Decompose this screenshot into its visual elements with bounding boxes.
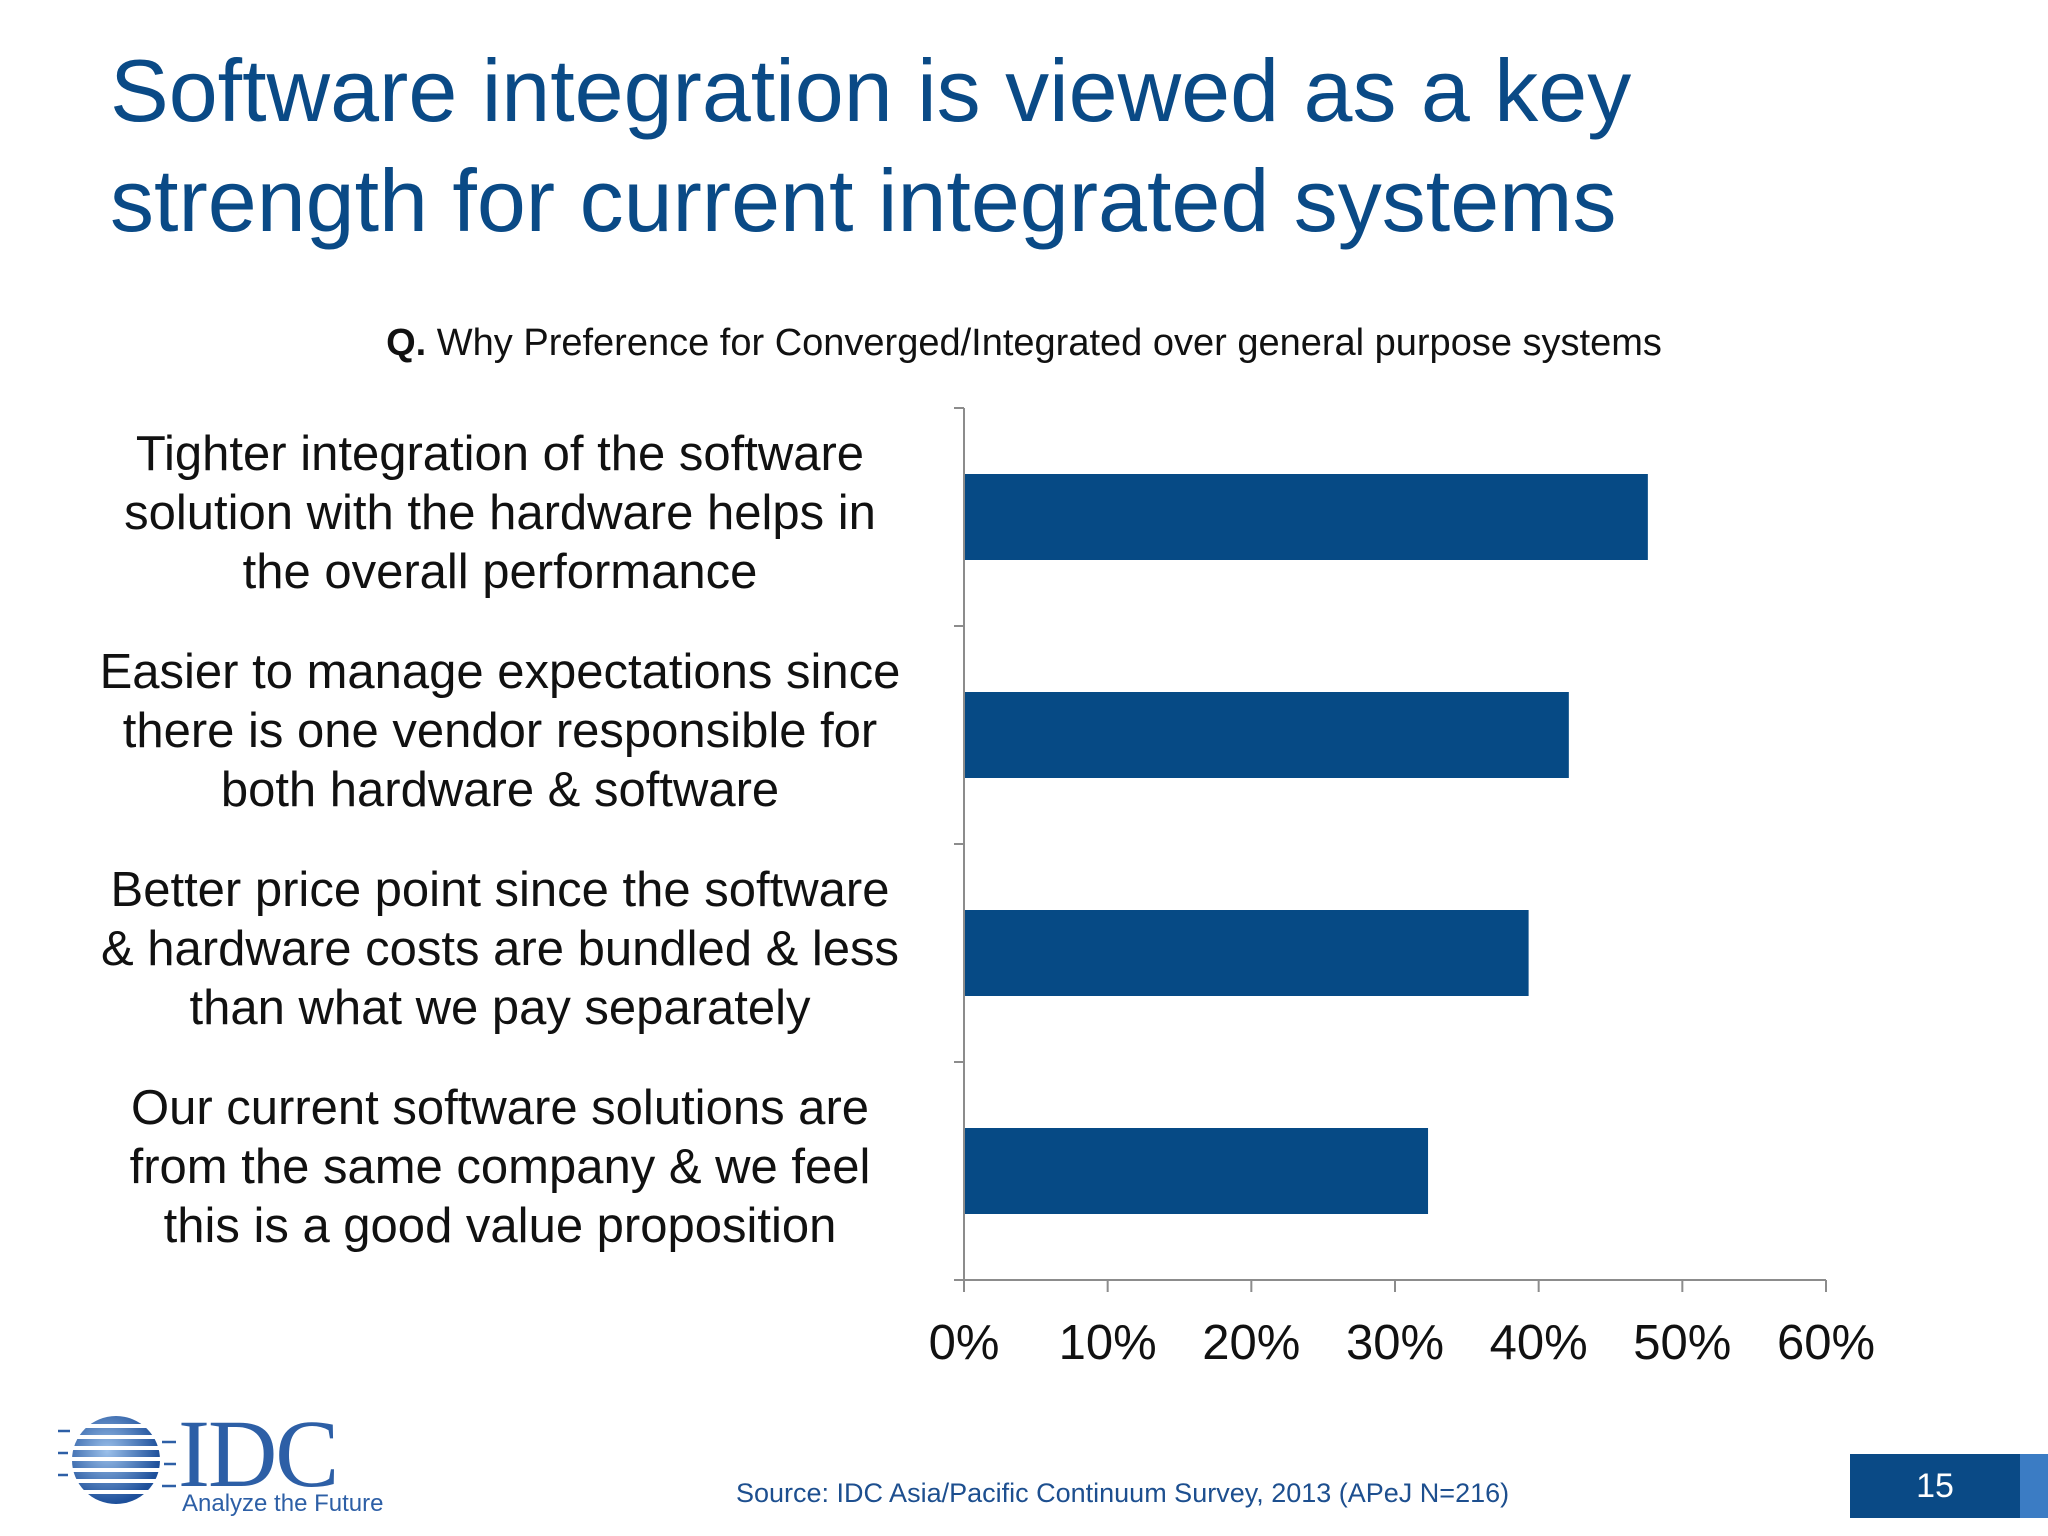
page-number: 15	[1850, 1454, 2020, 1518]
category-label-2-line-3: both hardware & software	[220, 762, 780, 817]
question-prefix: Q.	[386, 322, 427, 364]
x-tick-label-3: 30%	[1346, 1316, 1444, 1370]
x-tick-label-6: 60%	[1777, 1316, 1875, 1370]
category-label-2-line-1: Easier to manage expectations since	[99, 644, 901, 699]
category-label-3: Better price point since the software & h…	[60, 861, 940, 1038]
bar-1	[964, 474, 1648, 560]
question-text: Why Preference for Converged/Integrated …	[426, 322, 1662, 364]
idc-globe-icon	[58, 1416, 176, 1504]
x-tick-label-2: 20%	[1202, 1316, 1300, 1370]
page-number-accent	[2020, 1454, 2048, 1518]
category-label-3-line-3: than what we pay separately	[189, 980, 811, 1035]
category-label-1-line-3: the overall performance	[242, 544, 758, 599]
category-label-4-line-1: Our current software solutions are	[130, 1080, 870, 1135]
bar-4	[964, 1128, 1429, 1214]
category-label-4-line-2: from the same company & we feel	[129, 1139, 871, 1194]
bar-2	[964, 692, 1569, 778]
category-label-2: Easier to manage expectations since there…	[60, 643, 940, 820]
x-tick-label-0: 0%	[929, 1316, 1000, 1370]
category-label-4-line-3: this is a good value proposition	[163, 1198, 837, 1253]
category-label-2-line-2: there is one vendor responsible for	[122, 703, 878, 758]
slide-title-line-2: strength for current integrated systems	[110, 151, 1617, 250]
category-label-1-line-2: solution with the hardware helps in	[124, 485, 876, 540]
x-tick-label-5: 50%	[1633, 1316, 1731, 1370]
category-label-1: Tighter integration of the software solut…	[60, 425, 940, 602]
survey-question: Q. Why Preference for Converged/Integrat…	[0, 322, 2048, 365]
source-note: Source: IDC Asia/Pacific Continuum Surve…	[736, 1478, 1510, 1508]
category-label-3-line-2: & hardware costs are bundled & less	[100, 921, 900, 976]
x-tick-label-4: 40%	[1490, 1316, 1588, 1370]
x-tick-label-1: 10%	[1059, 1316, 1157, 1370]
bar-chart: 0% 10% 20% 30% 40% 50% 60%	[929, 407, 1875, 1370]
category-label-3-line-1: Better price point since the software	[110, 862, 890, 917]
idc-tagline: Analyze the Future	[182, 1490, 384, 1517]
idc-logo-text: IDC	[178, 1400, 339, 1507]
bar-3	[964, 910, 1529, 996]
slide-title-line-1: Software integration is viewed as a key	[110, 41, 1632, 140]
slide-title: Software integration is viewed as a key …	[110, 36, 1910, 256]
category-label-1-line-1: Tighter integration of the software	[135, 426, 865, 481]
category-label-4: Our current software solutions are from t…	[60, 1079, 940, 1256]
